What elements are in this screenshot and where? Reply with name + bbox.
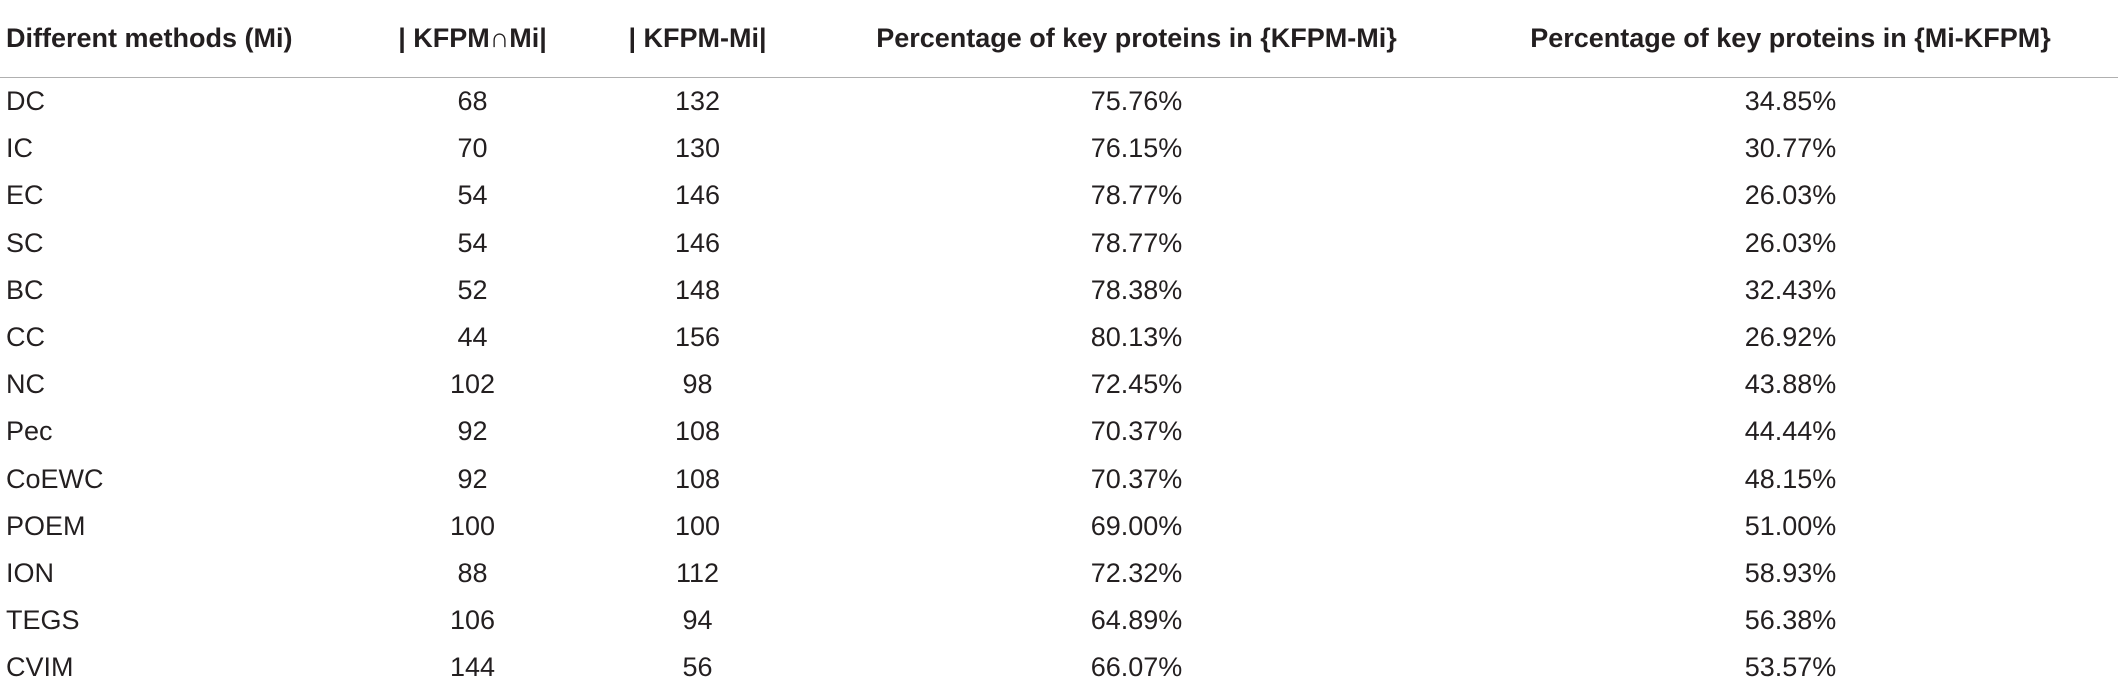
intersection-cell: 100	[449, 510, 496, 541]
percentage-kfpm-mi-cell: 66.07%	[1090, 652, 1183, 683]
intersection-cell: 106	[449, 605, 496, 636]
method-cell: IC	[6, 133, 33, 164]
percentage-kfpm-mi-cell: 70.37%	[1090, 416, 1183, 447]
difference-cell: 148	[674, 274, 721, 305]
percentage-kfpm-mi-cell: 80.13%	[1090, 322, 1183, 353]
percentage-mi-kfpm-cell: 44.44%	[1744, 416, 1837, 447]
percentage-kfpm-mi-cell: 64.89%	[1090, 605, 1183, 636]
percentage-kfpm-mi-cell: 78.77%	[1090, 180, 1183, 211]
percentage-mi-kfpm-cell: 34.85%	[1744, 86, 1837, 117]
percentage-kfpm-mi-cell: 76.15%	[1090, 133, 1183, 164]
header-methods: Different methods (Mi)	[0, 0, 360, 78]
percentage-kfpm-mi-cell: 75.76%	[1090, 86, 1183, 117]
table-body: DC 68 132 75.76% 34.85% IC 70 130 76.15% 30.77% EC…	[0, 78, 2118, 692]
method-cell: BC	[6, 274, 44, 305]
method-cell: SC	[6, 227, 44, 258]
method-cell: ION	[6, 557, 55, 588]
intersection-cell: 88	[457, 557, 488, 588]
percentage-mi-kfpm-cell: 26.92%	[1744, 322, 1837, 353]
table-row: DC 68 132 75.76% 34.85%	[0, 78, 2118, 126]
difference-cell: 146	[674, 227, 721, 258]
percentage-kfpm-mi-cell: 78.77%	[1090, 227, 1183, 258]
method-cell: TEGS	[6, 605, 80, 636]
table-row: CC 44 156 80.13% 26.92%	[0, 314, 2118, 361]
difference-cell: 146	[674, 180, 721, 211]
percentage-mi-kfpm-cell: 26.03%	[1744, 227, 1837, 258]
percentage-mi-kfpm-cell: 51.00%	[1744, 510, 1837, 541]
intersection-cell: 92	[457, 463, 488, 494]
difference-cell: 108	[674, 416, 721, 447]
header-difference: | KFPM-Mi|	[585, 0, 810, 78]
difference-cell: 108	[674, 463, 721, 494]
table-row: IC 70 130 76.15% 30.77%	[0, 125, 2118, 172]
difference-cell: 98	[682, 369, 713, 400]
table-row: NC 102 98 72.45% 43.88%	[0, 361, 2118, 408]
header-intersection: | KFPM∩Mi|	[360, 0, 585, 78]
intersection-cell: 144	[449, 652, 496, 683]
percentage-mi-kfpm-cell: 56.38%	[1744, 605, 1837, 636]
percentage-kfpm-mi-cell: 69.00%	[1090, 510, 1183, 541]
table-row: ION 88 112 72.32% 58.93%	[0, 550, 2118, 597]
table-row: EC 54 146 78.77% 26.03%	[0, 172, 2118, 219]
intersection-cell: 52	[457, 274, 488, 305]
intersection-cell: 70	[457, 133, 488, 164]
percentage-mi-kfpm-cell: 43.88%	[1744, 369, 1837, 400]
method-cell: Pec	[6, 416, 53, 447]
intersection-cell: 54	[457, 180, 488, 211]
intersection-cell: 44	[457, 322, 488, 353]
percentage-kfpm-mi-cell: 78.38%	[1090, 274, 1183, 305]
percentage-kfpm-mi-cell: 70.37%	[1090, 463, 1183, 494]
intersection-cell: 92	[457, 416, 488, 447]
difference-cell: 112	[675, 557, 720, 588]
table-row: CVIM 144 56 66.07% 53.57%	[0, 644, 2118, 691]
percentage-mi-kfpm-cell: 48.15%	[1744, 463, 1837, 494]
percentage-mi-kfpm-cell: 32.43%	[1744, 274, 1837, 305]
difference-cell: 132	[674, 86, 721, 117]
header-percentage-mi-kfpm: Percentage of key proteins in {Mi-KFPM}	[1463, 0, 2118, 78]
percentage-mi-kfpm-cell: 58.93%	[1744, 557, 1837, 588]
table-row: CoEWC 92 108 70.37% 48.15%	[0, 456, 2118, 503]
difference-cell: 56	[682, 652, 713, 683]
difference-cell: 156	[674, 322, 721, 353]
method-cell: CC	[6, 322, 45, 353]
header-percentage-kfpm-mi: Percentage of key proteins in {KFPM-Mi}	[810, 0, 1463, 78]
difference-cell: 100	[674, 510, 721, 541]
table-row: Pec 92 108 70.37% 44.44%	[0, 408, 2118, 455]
difference-cell: 94	[682, 605, 713, 636]
percentage-kfpm-mi-cell: 72.45%	[1090, 369, 1183, 400]
table-row: BC 52 148 78.38% 32.43%	[0, 267, 2118, 314]
method-cell: CVIM	[6, 652, 74, 683]
method-cell: CoEWC	[6, 463, 104, 494]
percentage-mi-kfpm-cell: 26.03%	[1744, 180, 1837, 211]
method-cell: NC	[6, 369, 45, 400]
method-cell: DC	[6, 86, 45, 117]
table-row: SC 54 146 78.77% 26.03%	[0, 220, 2118, 267]
method-cell: EC	[6, 180, 44, 211]
intersection-cell: 68	[457, 86, 488, 117]
percentage-mi-kfpm-cell: 30.77%	[1744, 133, 1837, 164]
method-cell: POEM	[6, 510, 86, 541]
table-row: TEGS 106 94 64.89% 56.38%	[0, 597, 2118, 644]
table-header: Different methods (Mi) | KFPM∩Mi| | KFPM…	[0, 0, 2118, 78]
intersection-cell: 102	[449, 369, 496, 400]
table-row: POEM 100 100 69.00% 51.00%	[0, 503, 2118, 550]
percentage-kfpm-mi-cell: 72.32%	[1090, 557, 1183, 588]
difference-cell: 130	[674, 133, 721, 164]
intersection-cell: 54	[457, 227, 488, 258]
percentage-mi-kfpm-cell: 53.57%	[1744, 652, 1837, 683]
header-row: Different methods (Mi) | KFPM∩Mi| | KFPM…	[0, 0, 2118, 78]
